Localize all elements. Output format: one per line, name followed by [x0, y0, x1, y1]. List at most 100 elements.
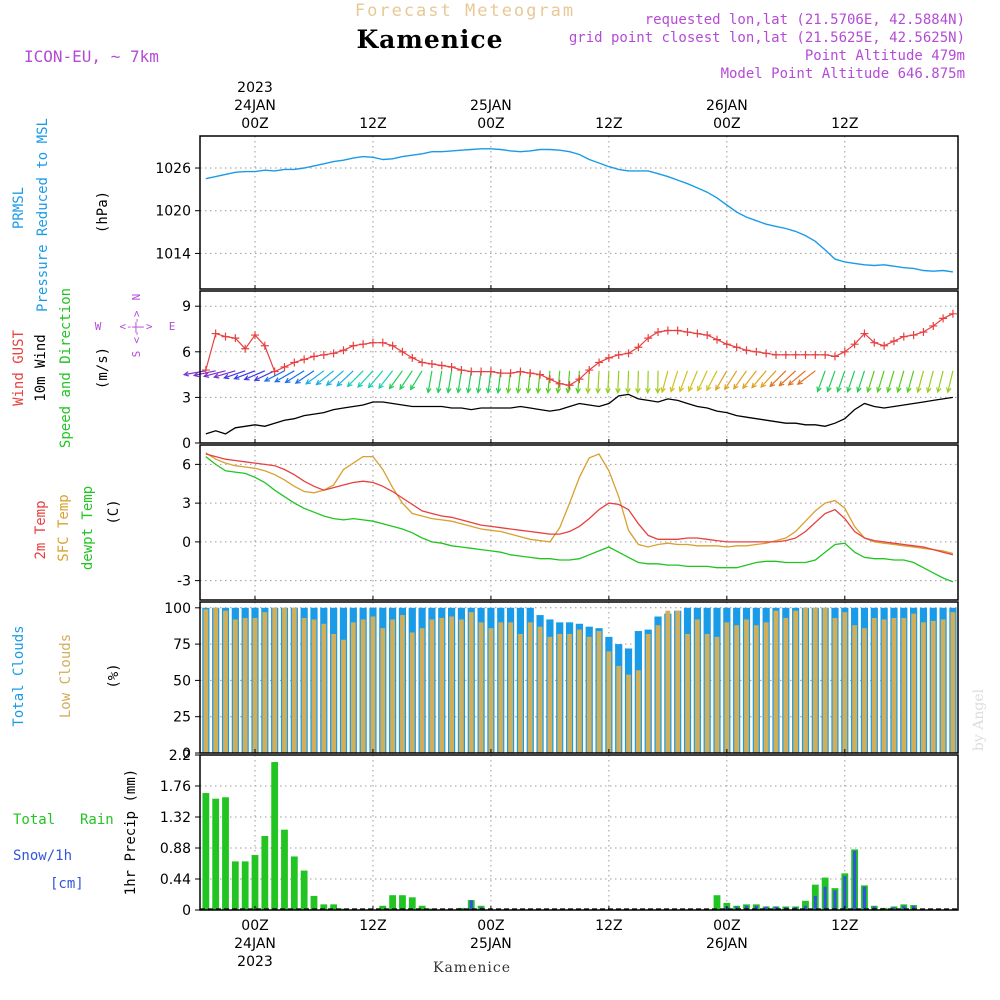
wind-arrow-head — [378, 383, 384, 390]
compass-we-arrows: <-|-> — [119, 320, 152, 333]
wind-arrow-head — [515, 387, 522, 394]
wind-direction-arrow — [347, 370, 364, 387]
wind-direction-arrow — [274, 370, 295, 383]
temp-panel: -3 0 3 6 — [177, 444, 959, 601]
pressure-plot-area — [200, 136, 958, 289]
wind-direction-arrow — [437, 370, 443, 393]
pressure-ytick-label-2: 1026 — [155, 161, 191, 177]
wind-direction-arrow — [742, 370, 757, 389]
top-time-axis: 00Z 24JAN 12Z 00Z 25JAN 12Z 00Z 26JAN 12Z — [234, 98, 858, 132]
low-cloud-bar — [606, 651, 612, 753]
wind-ytick-label-2: 6 — [182, 345, 191, 361]
wind-arrow-head — [485, 387, 492, 394]
wind-direction-arrow — [670, 370, 679, 392]
pressure-panel: 1014 1020 1026 — [155, 135, 959, 290]
low-cloud-bar — [704, 633, 710, 753]
wind-arrow-head — [243, 375, 250, 381]
wind-gust-marker — [231, 334, 240, 343]
wind-gust-marker — [359, 340, 368, 349]
wind-arrow-head — [826, 386, 832, 393]
cloud-label-low: Low Clouds — [58, 634, 74, 718]
rain-bar — [310, 895, 318, 910]
wind-arrow-head — [525, 387, 532, 394]
compass-w: W — [95, 320, 102, 333]
model-name: ICON-EU, ~ 7km — [24, 47, 159, 66]
wind-arrow-head — [409, 384, 416, 391]
wind-arrow-head — [367, 382, 374, 389]
bottom-time-label-3: 12Z — [595, 918, 622, 934]
wind-arrow-head — [916, 387, 922, 394]
clouds-ytick-label-0: 0 — [182, 746, 191, 762]
wind-arrow-head — [697, 385, 703, 392]
wind-direction-arrow — [706, 370, 718, 391]
low-cloud-bar — [459, 619, 464, 753]
low-cloud-bar — [498, 622, 504, 753]
wind-gust-marker — [408, 353, 417, 362]
rain-bar — [202, 793, 210, 910]
wind-arrow-head — [846, 386, 852, 393]
cloud-label-total: Total Clouds — [11, 625, 27, 726]
wind-direction-arrow — [264, 370, 285, 382]
cloud-unit: (%) — [106, 663, 122, 688]
wind-gust-marker — [850, 340, 859, 349]
low-cloud-bar — [862, 628, 867, 753]
wind-gust-marker — [654, 328, 663, 337]
low-cloud-bar — [812, 607, 818, 753]
wind-direction-arrow — [679, 370, 689, 392]
low-cloud-bar — [557, 633, 563, 753]
wind-gust-marker — [634, 343, 643, 352]
wind-gust-marker — [860, 329, 869, 338]
wind-panel: 0 3 6 9 — [182, 290, 959, 452]
temp-labels: 2m Temp SFC Temp dewpt Temp (C) — [33, 486, 122, 570]
wind-arrow-head — [325, 380, 332, 387]
top-time-label-5: 12Z — [831, 116, 858, 132]
wind-arrow-head — [436, 387, 442, 394]
panels: 1014 1020 1026 0 3 6 9 -3 0 3 6 0 25 50 75 100 0 0.44 0.88… — [155, 135, 959, 919]
wind-arrow-head — [192, 371, 200, 378]
snow-bar — [774, 906, 778, 910]
precip-ytick-label-4: 1.76 — [160, 779, 191, 795]
snow-bar — [902, 905, 906, 910]
closest-coords: grid point closest lon,lat (21.5625E, 42… — [569, 30, 965, 46]
bottom-time-label-0: 00Z — [241, 918, 268, 934]
wind-gust-marker — [270, 367, 279, 376]
pressure-unit: (hPa) — [95, 191, 111, 233]
low-cloud-bar — [390, 619, 396, 753]
low-cloud-bar — [527, 622, 533, 753]
rain-bar — [212, 798, 220, 910]
low-cloud-bar — [262, 612, 268, 753]
low-cloud-bar — [291, 607, 297, 753]
top-time-label-4: 00Z — [713, 116, 740, 132]
wind-arrow-head — [346, 381, 353, 388]
rain-bar — [320, 904, 328, 910]
snow-bar — [744, 905, 749, 910]
snow-bar — [862, 886, 867, 910]
snow-bar — [853, 850, 857, 910]
wind-direction-arrow — [204, 370, 226, 377]
wind-direction-arrow — [295, 370, 315, 384]
rain-bar — [231, 861, 239, 910]
low-cloud-bar — [724, 622, 730, 753]
wind-direction-arrow — [457, 370, 463, 393]
low-cloud-bar — [301, 617, 307, 753]
wind-direction-arrow — [587, 370, 590, 393]
wind-direction-arrow — [285, 370, 305, 383]
wind-arrow-head — [866, 386, 872, 394]
low-cloud-bar — [773, 610, 779, 753]
low-cloud-bar — [891, 617, 897, 753]
low-cloud-bar — [272, 607, 278, 753]
wind-direction-arrow — [897, 370, 905, 393]
wind-gust-marker — [595, 358, 604, 367]
wind-frame — [199, 290, 959, 444]
low-cloud-bar — [567, 633, 572, 753]
wind-arrow-head — [724, 384, 730, 391]
clouds-ytick-label-4: 100 — [164, 601, 191, 617]
low-cloud-bar — [518, 633, 523, 753]
low-cloud-bar — [921, 622, 926, 753]
precip-plot-area — [200, 755, 958, 910]
wind-gust-marker — [300, 355, 309, 364]
wind-arrow-head — [575, 387, 581, 395]
wind-direction-arrow — [715, 370, 728, 391]
low-cloud-bar — [616, 665, 622, 753]
requested-coords: requested lon,lat (21.5706E, 42.5884N) — [645, 12, 965, 28]
